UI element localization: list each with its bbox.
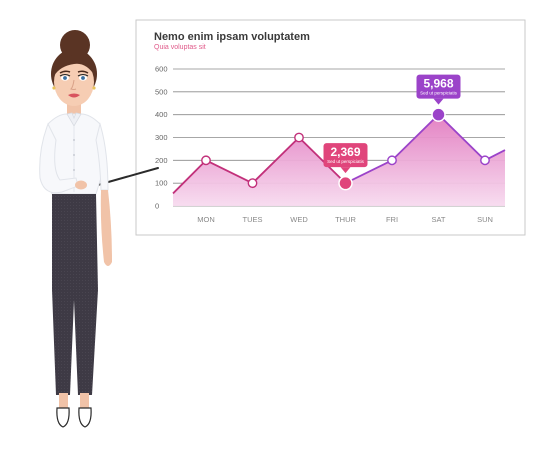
button-2 <box>73 154 75 156</box>
callout-label: Sed ut perspiciatis <box>420 91 458 96</box>
callout-value: 5,968 <box>423 77 453 91</box>
series-line-segment <box>205 159 253 184</box>
x-tick-label: SAT <box>431 215 445 224</box>
callout-label: Sed ut perspiciatis <box>327 159 365 164</box>
x-tick-label: MON <box>197 215 215 224</box>
nose <box>70 79 77 90</box>
x-tick-label: THUR <box>335 215 356 224</box>
callout-box <box>416 74 461 99</box>
eyebrow-left <box>59 70 71 74</box>
presenter-character <box>39 30 159 428</box>
series-line-segment <box>251 136 300 184</box>
y-tick-label: 400 <box>155 110 168 119</box>
x-tick-label: FRI <box>386 215 398 224</box>
hair-fringe <box>54 55 95 76</box>
lash-left <box>59 73 71 77</box>
y-tick-label: 100 <box>155 179 168 188</box>
callout-pointer <box>340 167 351 174</box>
y-tick-label: 200 <box>155 156 168 165</box>
callout-box <box>323 143 368 168</box>
y-tick-label: 300 <box>155 133 168 142</box>
data-point <box>247 178 258 189</box>
lips <box>68 93 80 98</box>
ankle-right <box>80 393 89 408</box>
data-point-highlight <box>338 175 353 191</box>
x-tick-label: WED <box>290 215 308 224</box>
y-tick-label: 600 <box>155 65 168 74</box>
data-point-highlight <box>431 107 446 122</box>
iris-left <box>63 76 67 80</box>
hand-hanging <box>100 190 112 266</box>
hand-pointing <box>75 180 87 190</box>
lash-right <box>77 73 89 77</box>
shoe-left <box>56 407 70 428</box>
data-point <box>387 155 397 166</box>
y-axis-ticks: 0 100 200 300 400 500 600 <box>155 65 168 211</box>
x-tick-label: SUN <box>477 215 493 224</box>
data-point <box>294 132 304 143</box>
earring-right <box>92 86 96 90</box>
eyebrow-right <box>77 70 89 74</box>
x-tick-label: TUES <box>242 215 262 224</box>
y-tick-label: 0 <box>155 202 159 211</box>
button-3 <box>73 169 75 171</box>
pants <box>52 194 98 395</box>
ankle-left <box>59 393 68 408</box>
shoe-right <box>78 407 92 428</box>
button-1 <box>73 139 75 141</box>
chart-subtitle: Quia voluptas sit <box>154 44 206 51</box>
data-point <box>201 155 211 166</box>
x-axis-ticks: MON TUES WED THUR FRI SAT SUN <box>197 215 493 224</box>
series-line-segment <box>391 114 440 161</box>
series-line-segment <box>298 136 347 184</box>
chart-title: Nemo enim ipsam voluptatem <box>154 31 310 43</box>
arm-pointing <box>39 122 79 194</box>
y-tick-label: 500 <box>155 87 168 96</box>
callout-pointer <box>433 98 444 105</box>
earring-left <box>52 86 56 90</box>
series-line-segment <box>172 159 207 195</box>
series-line-segment <box>437 114 486 161</box>
iris-right <box>81 76 85 80</box>
callout-value: 2,369 <box>330 145 360 159</box>
area-series <box>172 107 506 206</box>
data-point <box>480 155 490 166</box>
series-line-segment <box>345 159 393 184</box>
